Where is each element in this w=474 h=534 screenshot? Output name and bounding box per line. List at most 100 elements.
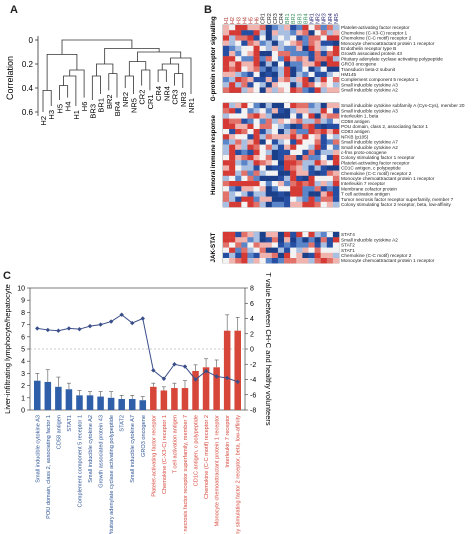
heatmap-cell (320, 196, 327, 202)
dendrogram-branch (63, 75, 77, 106)
heatmap-cell (265, 108, 273, 114)
heatmap-column-label: H3 (236, 17, 242, 24)
heatmap-cell (271, 56, 279, 62)
heatmap-cell (247, 71, 254, 78)
chart-bar (202, 367, 210, 410)
heatmap-cell (247, 40, 254, 46)
heatmap-cell (265, 144, 273, 150)
heatmap-cell (320, 108, 327, 114)
heatmap-cell (265, 242, 273, 248)
panel-a-letter: A (10, 4, 18, 16)
heatmap-cell (314, 108, 321, 114)
heatmap-cell (320, 181, 327, 187)
heatmap-cell (296, 118, 303, 124)
heatmap-cell (314, 87, 321, 93)
heatmap-cell (308, 186, 315, 192)
chart-t-value-point (203, 368, 209, 374)
heatmap-cell (308, 191, 315, 197)
heatmap-cell (253, 149, 260, 156)
heatmap-cell (271, 252, 279, 259)
dendrogram-leaf-label: H1 (72, 110, 81, 120)
chart-category-label: Growth associated protein 43 (99, 415, 105, 488)
heatmap-column-label: CR3 (273, 13, 279, 24)
heatmap-cell (241, 45, 248, 52)
heatmap-cell (296, 165, 303, 171)
heatmap-cell (308, 118, 315, 124)
heatmap-cell (265, 123, 273, 130)
heatmap-cell (265, 40, 273, 46)
dendrogram-leaf-label: BR2 (105, 94, 114, 109)
dendrogram-tick-label: 0.2 (22, 60, 34, 69)
heatmap-cell (290, 165, 297, 171)
heatmap-cell (253, 108, 260, 114)
heatmap-cell (326, 139, 334, 145)
heatmap-cell (332, 186, 340, 192)
heatmap-cell (229, 108, 236, 114)
heatmap-cell (259, 30, 266, 36)
heatmap-cell (314, 144, 321, 150)
heatmap-cell (277, 155, 285, 161)
heatmap-cell (229, 196, 236, 202)
chart-y-tick-label: 4 (21, 359, 25, 366)
heatmap-cell (326, 242, 334, 248)
heatmap-cell (235, 258, 242, 264)
heatmap-cell (235, 170, 242, 176)
chart-category-label: POU domain, class 2, associating factor … (46, 415, 52, 519)
dendrogram-leaf-label: NR2 (121, 92, 130, 107)
heatmap-cell (320, 40, 327, 46)
heatmap-section-title: Humoral immune response (210, 115, 217, 195)
heatmap-cell (271, 87, 279, 93)
heatmap-cell (277, 118, 285, 124)
heatmap-cell (296, 45, 303, 52)
heatmap-cell (290, 247, 297, 253)
dendrogram-tick-label: 0 (29, 36, 34, 45)
heatmap-cell (332, 258, 340, 264)
heatmap-cell (247, 87, 254, 93)
heatmap-cell (253, 56, 260, 62)
heatmap-cell (302, 186, 309, 192)
heatmap-cell (223, 252, 230, 259)
heatmap-cell (308, 108, 315, 114)
heatmap-cell (259, 139, 266, 145)
chart-bar (160, 390, 168, 410)
heatmap-cell (326, 71, 334, 78)
heatmap-cell (308, 129, 315, 135)
heatmap-cell (332, 144, 340, 150)
heatmap-gene-label: Platelet-activating factor receptor (341, 160, 410, 165)
heatmap-cell (229, 134, 236, 140)
bar-line-chart-panel: 0 1 2 3 4 5 6 7 8 9 10 -8 -6 -4 -2 0 2 4 6 8 Liver-infiltrat… (3, 272, 273, 534)
heatmap-cell (296, 56, 303, 62)
chart-category-label: GRO3 oncogene (141, 415, 147, 457)
heatmap-cell (265, 232, 273, 238)
heatmap-cell (284, 237, 291, 243)
heatmap-cell (308, 30, 315, 36)
heatmap-cell (332, 71, 340, 78)
heatmap-cell (314, 77, 321, 83)
heatmap-cell (265, 170, 273, 176)
chart-bar (107, 397, 115, 410)
heatmap-column-label: H5 (248, 17, 254, 24)
heatmap-column-label: NR5 (334, 13, 340, 24)
heatmap-cell (296, 232, 303, 238)
heatmap-cell (271, 113, 279, 119)
heatmap-cell (326, 258, 334, 264)
heatmap-cell (235, 144, 242, 150)
heatmap-cell (320, 71, 327, 78)
heatmap-cell (253, 252, 260, 259)
heatmap-cell (302, 45, 309, 52)
heatmap-cell (253, 155, 260, 161)
heatmap-cell (284, 181, 291, 187)
heatmap-cell (326, 77, 334, 83)
heatmap-cell (259, 160, 266, 166)
heatmap-cell (241, 118, 248, 124)
heatmap-cell (284, 82, 291, 88)
heatmap-cell (320, 155, 327, 161)
panel-c-letter: C (3, 270, 11, 282)
heatmap-cell (223, 196, 230, 202)
heatmap-cell (265, 252, 273, 259)
heatmap-cell (247, 113, 254, 119)
heatmap-cell (296, 139, 303, 145)
heatmap-cell (326, 155, 334, 161)
heatmap-gene-label: T cell activation antigen (341, 192, 390, 197)
